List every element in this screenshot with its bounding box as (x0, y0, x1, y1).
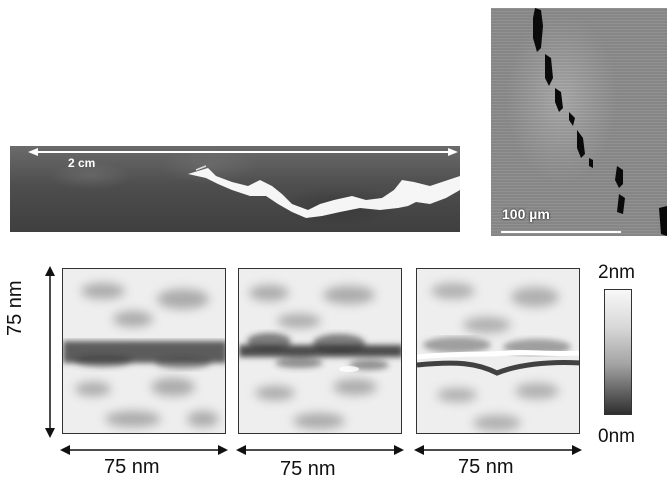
sem-crack-segment (617, 194, 625, 214)
x-axis-arrow-3 (414, 445, 582, 455)
sem-crack-image (491, 8, 667, 236)
optical-crack-drawing (28, 148, 460, 218)
optical-scale-label: 2 cm (68, 156, 96, 170)
colorbar-max-label: 2nm (598, 262, 635, 283)
sem-scale-label: 100 µm (502, 206, 550, 222)
sem-crack-segment (569, 112, 575, 126)
sem-crack-drawing (501, 8, 667, 236)
afm-panel-2 (238, 268, 402, 434)
x-axis-arrow-1 (60, 445, 228, 455)
sem-crack-segment (577, 130, 585, 158)
x-axis-label-2: 75 nm (280, 458, 336, 480)
crack-tip (195, 165, 207, 171)
crack-path (188, 168, 460, 218)
afm-panel-3-topography (417, 269, 579, 433)
afm-panel-3 (416, 268, 580, 434)
y-axis-arrow (45, 266, 55, 438)
optical-crack-image (10, 146, 460, 232)
x-axis-label-1: 75 nm (104, 456, 160, 478)
afm-panel-2-topography (239, 269, 401, 433)
height-colorbar (604, 289, 632, 415)
afm-panel-1-topography (63, 269, 225, 433)
x-axis-arrow-2 (236, 445, 404, 455)
sem-crack-segment (589, 158, 593, 168)
afm-panel-1 (62, 268, 226, 434)
sem-crack-segment (659, 206, 667, 236)
sem-crack-segment (555, 88, 563, 112)
scale-arrow-right-head (448, 148, 458, 156)
sem-crack-segment (615, 166, 623, 188)
x-axis-label-3: 75 nm (458, 456, 514, 478)
colorbar-min-label: 0nm (598, 426, 635, 447)
sem-crack-segment (533, 8, 543, 52)
sem-crack-segment (545, 54, 553, 86)
y-axis-label: 75 nm (4, 280, 26, 336)
scale-arrow-left-head (28, 148, 38, 156)
